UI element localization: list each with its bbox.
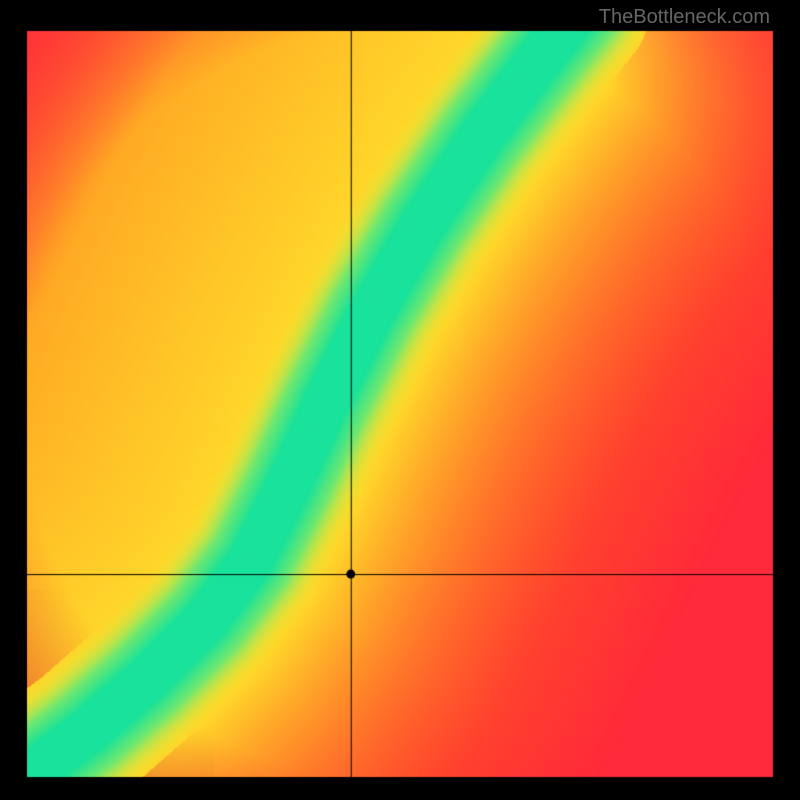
watermark-text: TheBottleneck.com [599,6,770,29]
bottleneck-heatmap [0,0,800,800]
